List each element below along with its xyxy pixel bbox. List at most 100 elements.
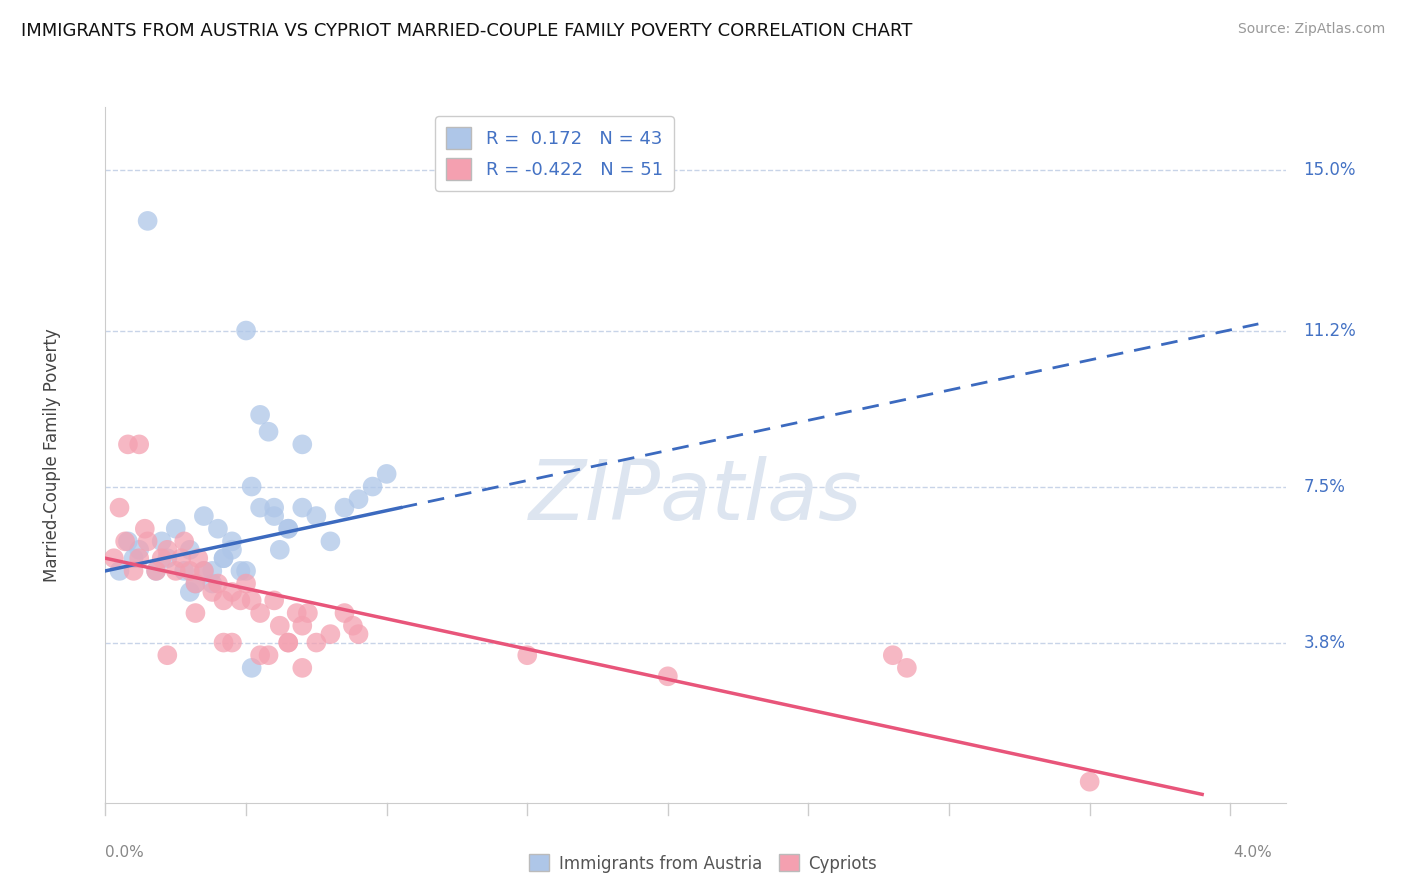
Point [375, 467, 398, 481]
Point [342, 618, 364, 632]
Point [896, 661, 918, 675]
Point [277, 635, 299, 649]
Point [207, 522, 229, 536]
Point [165, 564, 187, 578]
Text: 11.2%: 11.2% [1303, 321, 1357, 340]
Point [333, 500, 356, 515]
Point [212, 551, 235, 566]
Point [319, 534, 342, 549]
Point [156, 648, 179, 663]
Point [156, 542, 179, 557]
Text: 15.0%: 15.0% [1303, 161, 1355, 179]
Point [291, 500, 314, 515]
Point [277, 522, 299, 536]
Point [263, 593, 285, 607]
Point [235, 576, 257, 591]
Text: 4.0%: 4.0% [1233, 845, 1272, 860]
Point [240, 479, 263, 493]
Point [305, 509, 328, 524]
Text: 0.0%: 0.0% [105, 845, 145, 860]
Point [212, 635, 235, 649]
Point [229, 564, 252, 578]
Point [221, 585, 243, 599]
Point [193, 564, 215, 578]
Point [221, 542, 243, 557]
Point [240, 661, 263, 675]
Point [263, 509, 285, 524]
Point [128, 551, 150, 566]
Point [128, 542, 150, 557]
Point [150, 534, 173, 549]
Point [117, 534, 139, 549]
Point [145, 564, 167, 578]
Point [221, 635, 243, 649]
Point [173, 564, 195, 578]
Point [193, 564, 215, 578]
Point [108, 500, 131, 515]
Point [145, 564, 167, 578]
Point [277, 522, 299, 536]
Point [269, 542, 291, 557]
Point [150, 551, 173, 566]
Legend: Immigrants from Austria, Cypriots: Immigrants from Austria, Cypriots [522, 847, 884, 880]
Point [297, 606, 319, 620]
Point [184, 576, 207, 591]
Point [136, 214, 159, 228]
Point [277, 635, 299, 649]
Text: ZIPatlas: ZIPatlas [529, 456, 863, 537]
Text: Source: ZipAtlas.com: Source: ZipAtlas.com [1237, 22, 1385, 37]
Point [184, 576, 207, 591]
Point [347, 492, 370, 507]
Point [165, 522, 187, 536]
Point [193, 509, 215, 524]
Point [347, 627, 370, 641]
Point [657, 669, 679, 683]
Point [156, 551, 179, 566]
Point [103, 551, 125, 566]
Point [882, 648, 904, 663]
Point [291, 437, 314, 451]
Point [235, 324, 257, 338]
Text: 3.8%: 3.8% [1303, 633, 1346, 651]
Point [108, 564, 131, 578]
Point [516, 648, 538, 663]
Point [319, 627, 342, 641]
Point [269, 618, 291, 632]
Text: 7.5%: 7.5% [1303, 477, 1346, 496]
Point [229, 593, 252, 607]
Point [117, 437, 139, 451]
Point [240, 593, 263, 607]
Point [333, 606, 356, 620]
Point [179, 585, 201, 599]
Point [136, 534, 159, 549]
Point [170, 551, 193, 566]
Point [257, 425, 280, 439]
Point [257, 648, 280, 663]
Point [235, 564, 257, 578]
Point [1078, 774, 1101, 789]
Point [122, 564, 145, 578]
Point [201, 576, 224, 591]
Point [212, 593, 235, 607]
Point [128, 437, 150, 451]
Point [212, 551, 235, 566]
Point [285, 606, 308, 620]
Point [263, 500, 285, 515]
Point [179, 542, 201, 557]
Text: IMMIGRANTS FROM AUSTRIA VS CYPRIOT MARRIED-COUPLE FAMILY POVERTY CORRELATION CHA: IMMIGRANTS FROM AUSTRIA VS CYPRIOT MARRI… [21, 22, 912, 40]
Point [221, 534, 243, 549]
Point [249, 648, 271, 663]
Point [249, 500, 271, 515]
Point [305, 635, 328, 649]
Point [291, 618, 314, 632]
Text: Married-Couple Family Poverty: Married-Couple Family Poverty [44, 328, 62, 582]
Point [207, 576, 229, 591]
Point [291, 661, 314, 675]
Point [184, 606, 207, 620]
Point [201, 564, 224, 578]
Point [114, 534, 136, 549]
Point [361, 479, 384, 493]
Point [122, 551, 145, 566]
Point [179, 564, 201, 578]
Point [249, 408, 271, 422]
